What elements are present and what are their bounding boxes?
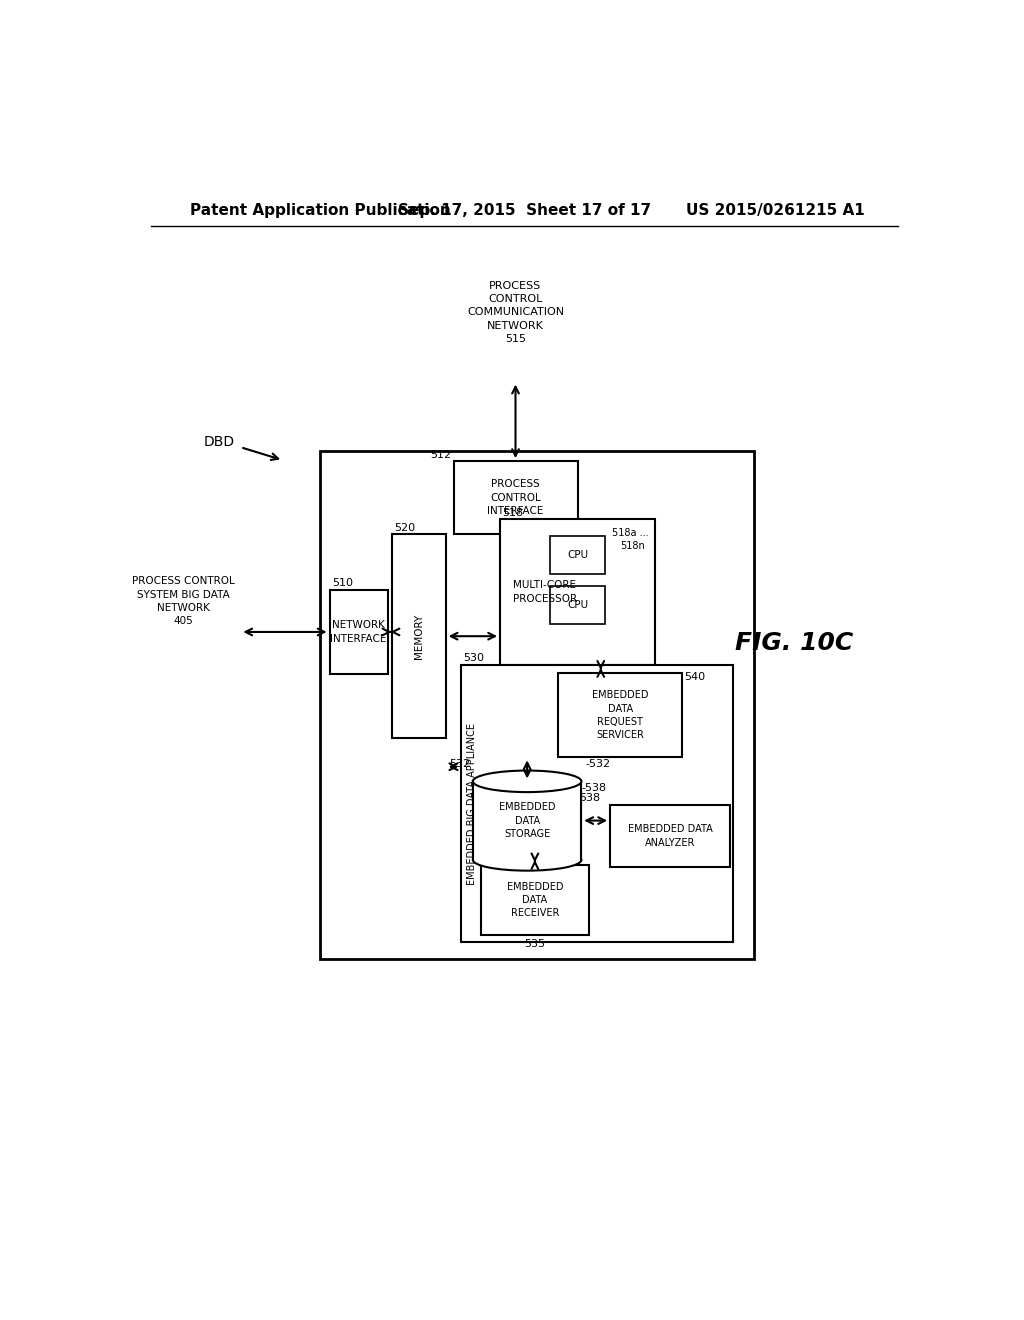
Ellipse shape bbox=[473, 849, 582, 871]
Text: 518: 518 bbox=[503, 508, 523, 517]
Text: 520: 520 bbox=[394, 523, 415, 533]
Text: PROCESS CONTROL
SYSTEM BIG DATA
NETWORK
405: PROCESS CONTROL SYSTEM BIG DATA NETWORK … bbox=[132, 577, 236, 626]
Text: EMBEDDED
DATA
REQUEST
SERVICER: EMBEDDED DATA REQUEST SERVICER bbox=[592, 690, 648, 741]
Bar bbox=[500, 519, 655, 665]
Bar bbox=[321, 451, 755, 960]
Text: MEMORY: MEMORY bbox=[414, 614, 424, 659]
Bar bbox=[558, 673, 682, 758]
Ellipse shape bbox=[473, 771, 582, 792]
Text: NETWORK
INTERFACE: NETWORK INTERFACE bbox=[331, 620, 387, 644]
Text: CPU: CPU bbox=[567, 550, 588, 560]
Bar bbox=[474, 781, 581, 859]
Text: 538: 538 bbox=[579, 793, 600, 804]
Text: EMBEDDED
DATA
STORAGE: EMBEDDED DATA STORAGE bbox=[499, 803, 555, 838]
Bar bbox=[610, 805, 730, 867]
Text: 518a ...: 518a ... bbox=[612, 528, 649, 539]
Bar bbox=[391, 535, 445, 738]
Text: FIG. 10C: FIG. 10C bbox=[735, 631, 854, 656]
Text: Patent Application Publication: Patent Application Publication bbox=[190, 203, 451, 218]
Text: 530: 530 bbox=[464, 653, 484, 663]
Text: 532: 532 bbox=[450, 759, 471, 770]
Text: 535: 535 bbox=[524, 939, 546, 949]
Text: MULTI-CORE
PROCESSOR: MULTI-CORE PROCESSOR bbox=[513, 581, 577, 603]
Text: EMBEDDED DATA
ANALYZER: EMBEDDED DATA ANALYZER bbox=[628, 825, 713, 847]
Text: 518n: 518n bbox=[621, 541, 645, 550]
Bar bbox=[550, 536, 604, 574]
Text: EMBEDDED BIG DATA APPLIANCE: EMBEDDED BIG DATA APPLIANCE bbox=[467, 722, 477, 884]
Bar bbox=[461, 665, 732, 942]
Text: DBD: DBD bbox=[204, 434, 236, 449]
Text: CPU: CPU bbox=[567, 601, 588, 610]
Text: 540: 540 bbox=[684, 672, 706, 681]
Text: US 2015/0261215 A1: US 2015/0261215 A1 bbox=[685, 203, 864, 218]
Text: EMBEDDED
DATA
RECEIVER: EMBEDDED DATA RECEIVER bbox=[507, 882, 563, 919]
Bar bbox=[473, 781, 582, 859]
Bar bbox=[480, 866, 589, 935]
Bar bbox=[550, 586, 604, 624]
Text: Sep. 17, 2015  Sheet 17 of 17: Sep. 17, 2015 Sheet 17 of 17 bbox=[398, 203, 651, 218]
Bar bbox=[330, 590, 388, 675]
Bar bbox=[454, 461, 578, 535]
Text: PROCESS
CONTROL
INTERFACE: PROCESS CONTROL INTERFACE bbox=[487, 479, 544, 516]
Text: -538: -538 bbox=[581, 783, 606, 793]
Text: PROCESS
CONTROL
COMMUNICATION
NETWORK
515: PROCESS CONTROL COMMUNICATION NETWORK 51… bbox=[467, 281, 564, 343]
Text: 512: 512 bbox=[430, 450, 452, 459]
Text: 510: 510 bbox=[332, 578, 353, 589]
Text: -532: -532 bbox=[586, 759, 610, 770]
